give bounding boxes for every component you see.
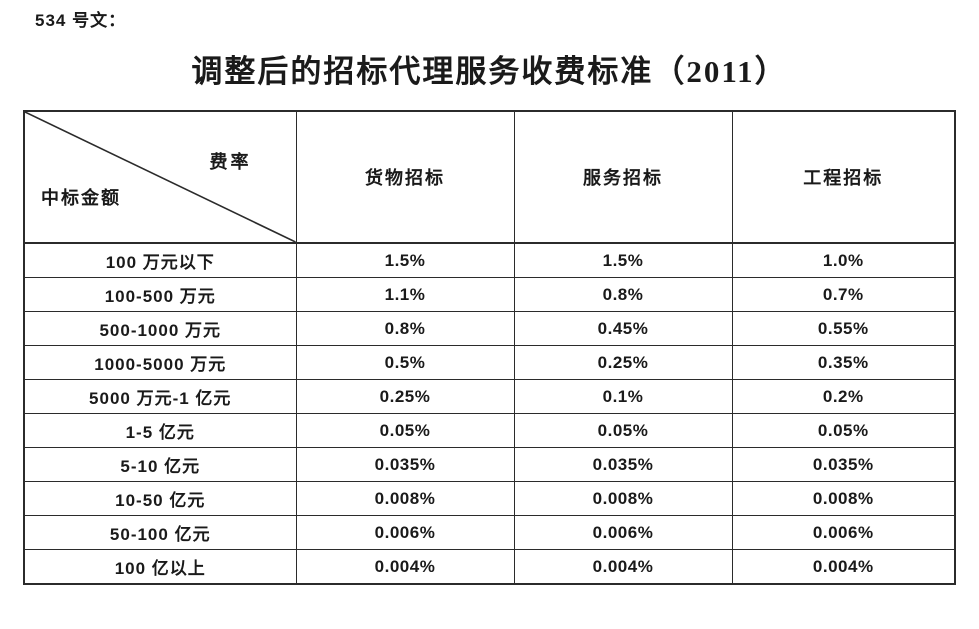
rate-value-cell: 0.7%: [731, 277, 956, 312]
table-row: 100-500 万元 1.1% 0.8% 0.7%: [23, 277, 956, 312]
rate-value-cell: 0.45%: [513, 311, 733, 346]
rate-value-cell: 0.004%: [295, 549, 515, 585]
table-body: 100 万元以下 1.5% 1.5% 1.0% 100-500 万元 1.1% 0.8% 0.…: [23, 242, 956, 585]
rate-value-cell: 0.55%: [731, 311, 956, 346]
table-row: 1-5 亿元 0.05% 0.05% 0.05%: [23, 413, 956, 448]
rate-value-cell: 0.05%: [295, 413, 515, 448]
table-row: 500-1000 万元 0.8% 0.45% 0.55%: [23, 311, 956, 346]
rate-value-cell: 1.5%: [513, 242, 733, 278]
rate-value-cell: 0.2%: [731, 379, 956, 414]
rate-value-cell: 1.5%: [295, 242, 515, 278]
corner-label-rate: 费率: [209, 152, 252, 172]
rate-value-cell: 0.006%: [295, 515, 515, 550]
rate-value-cell: 0.008%: [731, 481, 956, 516]
rate-value-cell: 0.8%: [295, 311, 515, 346]
column-header-engineering-bidding: 工程招标: [731, 110, 956, 244]
page-title: 调整后的招标代理服务收费标准（2011）: [191, 54, 788, 89]
fee-rate-table: 费率 中标金额 货物招标 服务招标 工程招标 100 万元以下 1.5% 1.5% 1…: [23, 110, 956, 585]
row-label-amount-range: 50-100 亿元: [23, 515, 297, 550]
corner-header-cell: 费率 中标金额: [23, 110, 297, 244]
document-ref-label: 534 号文：: [35, 11, 127, 30]
table-row: 1000-5000 万元 0.5% 0.25% 0.35%: [23, 345, 956, 380]
rate-value-cell: 0.035%: [731, 447, 956, 482]
rate-value-cell: 0.25%: [295, 379, 515, 414]
rate-value-cell: 0.035%: [295, 447, 515, 482]
rate-value-cell: 0.006%: [513, 515, 733, 550]
row-label-amount-range: 10-50 亿元: [23, 481, 297, 516]
row-label-amount-range: 100 亿以上: [23, 549, 297, 585]
rate-value-cell: 0.008%: [513, 481, 733, 516]
row-label-amount-range: 5000 万元-1 亿元: [23, 379, 297, 414]
table-row: 10-50 亿元 0.008% 0.008% 0.008%: [23, 481, 956, 516]
rate-value-cell: 0.008%: [295, 481, 515, 516]
rate-value-cell: 0.006%: [731, 515, 956, 550]
rate-value-cell: 0.1%: [513, 379, 733, 414]
rate-value-cell: 1.0%: [731, 242, 956, 278]
diagonal-divider-line: [25, 112, 296, 242]
corner-label-bid-amount: 中标金额: [41, 188, 121, 208]
table-row: 100 亿以上 0.004% 0.004% 0.004%: [23, 549, 956, 585]
table-row: 50-100 亿元 0.006% 0.006% 0.006%: [23, 515, 956, 550]
table-header-row: 费率 中标金额 货物招标 服务招标 工程招标: [23, 110, 956, 244]
rate-value-cell: 0.8%: [513, 277, 733, 312]
row-label-amount-range: 100-500 万元: [23, 277, 297, 312]
rate-value-cell: 0.004%: [731, 549, 956, 585]
row-label-amount-range: 1-5 亿元: [23, 413, 297, 448]
rate-value-cell: 1.1%: [295, 277, 515, 312]
rate-value-cell: 0.05%: [513, 413, 733, 448]
row-label-amount-range: 500-1000 万元: [23, 311, 297, 346]
rate-value-cell: 0.05%: [731, 413, 956, 448]
rate-value-cell: 0.25%: [513, 345, 733, 380]
row-label-amount-range: 5-10 亿元: [23, 447, 297, 482]
rate-value-cell: 0.035%: [513, 447, 733, 482]
rate-value-cell: 0.35%: [731, 345, 956, 380]
table-row: 5-10 亿元 0.035% 0.035% 0.035%: [23, 447, 956, 482]
rate-value-cell: 0.004%: [513, 549, 733, 585]
table-row: 5000 万元-1 亿元 0.25% 0.1% 0.2%: [23, 379, 956, 414]
table-row: 100 万元以下 1.5% 1.5% 1.0%: [23, 242, 956, 278]
rate-value-cell: 0.5%: [295, 345, 515, 380]
column-header-service-bidding: 服务招标: [513, 110, 733, 244]
row-label-amount-range: 1000-5000 万元: [23, 345, 297, 380]
column-header-goods-bidding: 货物招标: [295, 110, 515, 244]
row-label-amount-range: 100 万元以下: [23, 242, 297, 278]
